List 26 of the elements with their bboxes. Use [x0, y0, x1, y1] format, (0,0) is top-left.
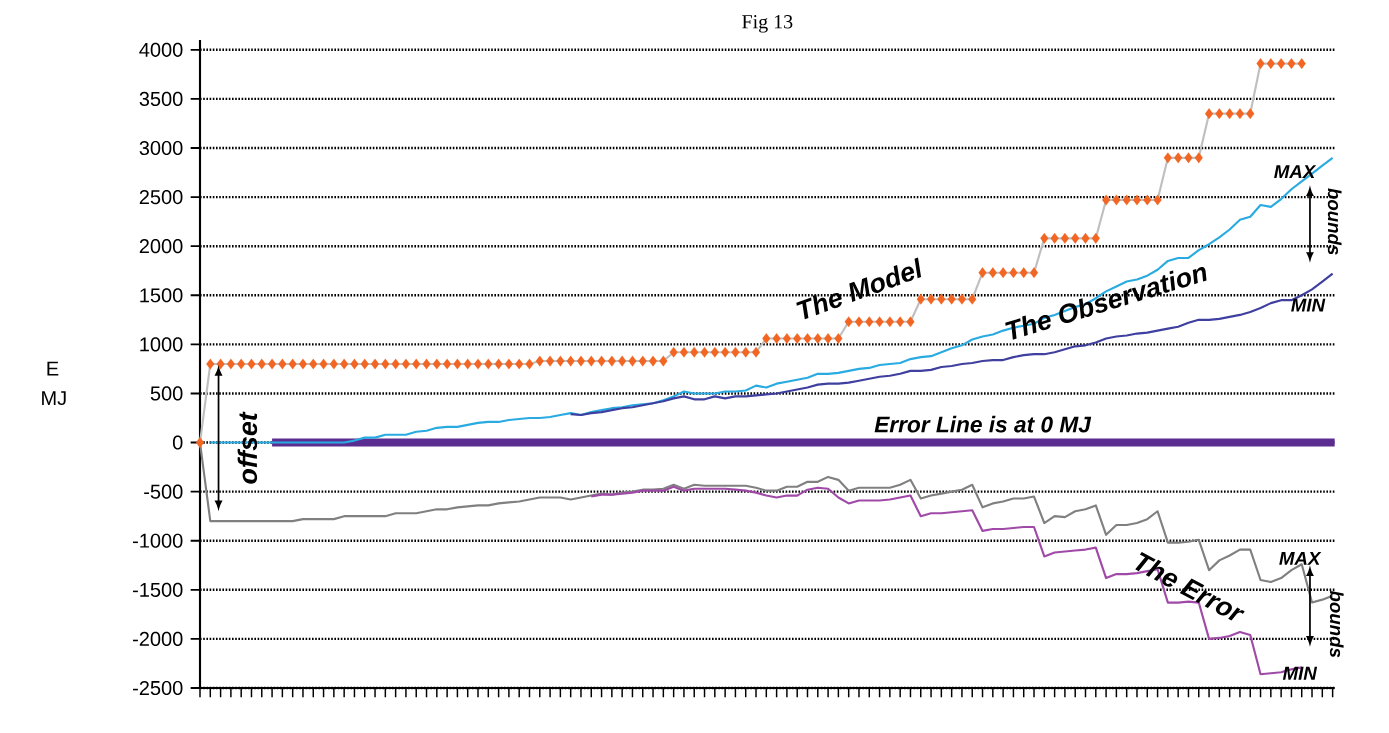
- y-tick-label: -2000: [133, 631, 183, 646]
- y-tick-label: 0: [172, 435, 183, 450]
- y-tick-label: 2500: [139, 190, 183, 205]
- y-tick-label: 3000: [139, 140, 183, 156]
- y-tick-label: 4000: [139, 42, 183, 57]
- y-tick-label: 500: [150, 386, 183, 401]
- annotation: MIN: [1291, 298, 1326, 312]
- annotation: offset: [237, 411, 258, 484]
- y-tick-label: 1500: [140, 288, 183, 303]
- y-tick-label: 3500: [139, 91, 183, 106]
- annotation: bounds: [1329, 590, 1344, 658]
- y-tick-label: 2000: [139, 239, 183, 254]
- y-tick-label: -500: [144, 484, 183, 499]
- y-tick-label: -1500: [133, 582, 183, 597]
- annotation: The Model: [796, 257, 922, 320]
- annotation: MAX: [1279, 551, 1322, 565]
- annotation: bounds: [1327, 188, 1342, 255]
- annotation: The Error: [1135, 552, 1245, 621]
- ref-line-label: Error Line is at 0 MJ: [874, 415, 1092, 433]
- annotation: MIN: [1282, 666, 1318, 680]
- y-tick-label: -1000: [133, 533, 183, 548]
- y-tick-label: -2500: [133, 680, 183, 696]
- y-tick-label: 1000: [140, 337, 183, 352]
- y-axis-title: E MJ: [42, 361, 66, 406]
- chart-title: Fig 13: [742, 15, 793, 33]
- annotation: MAX: [1274, 165, 1317, 178]
